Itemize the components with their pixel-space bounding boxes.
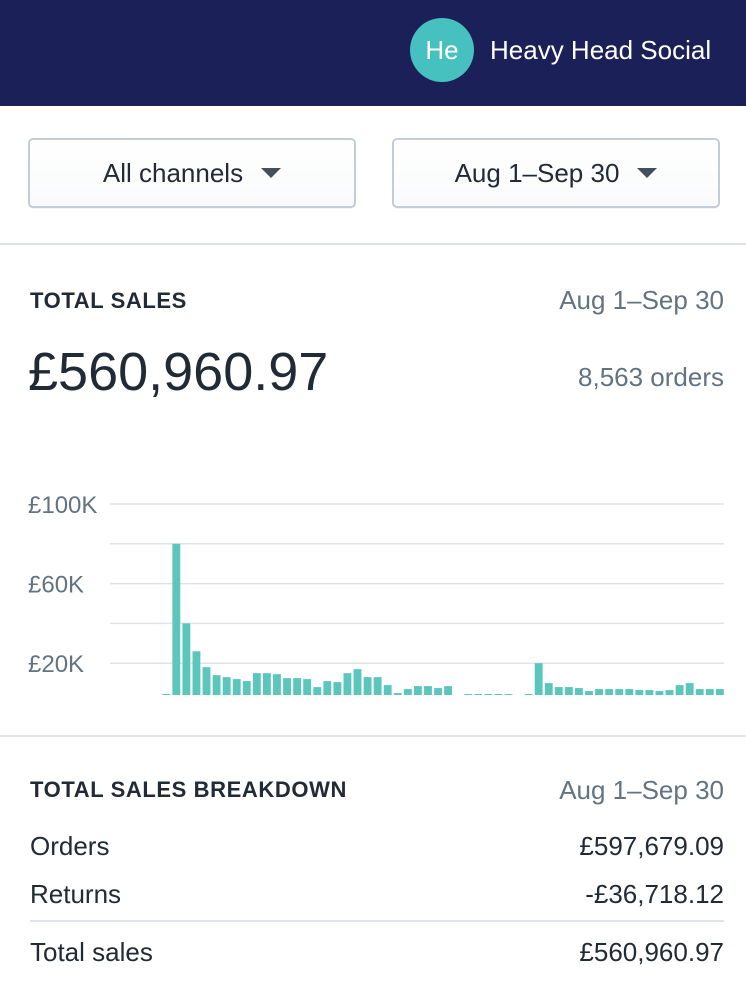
breakdown-range: Aug 1–Sep 30	[559, 775, 724, 805]
chart-bar	[645, 690, 654, 695]
chart-bar	[665, 690, 674, 695]
store-avatar[interactable]: He	[410, 18, 474, 82]
chart-bar	[383, 685, 392, 695]
chart-bar	[323, 681, 332, 695]
y-tick-label: £60K	[28, 572, 84, 599]
chart-bar	[273, 674, 281, 695]
chart-bar	[705, 689, 714, 695]
chart-bar	[293, 678, 302, 695]
breakdown-label: Total sales	[30, 937, 153, 967]
chart-bar	[524, 694, 533, 695]
chart-bar	[695, 689, 704, 695]
total-sales-card: TOTAL SALES Aug 1–Sep 30 £560,960.97 8,5…	[0, 245, 746, 737]
chart-bar	[393, 693, 402, 695]
chart-bar	[403, 689, 412, 695]
chart-bar	[262, 673, 271, 695]
chart-bar	[343, 673, 352, 695]
chart-bar	[585, 691, 593, 695]
chart-bar	[615, 689, 624, 695]
chart-bar	[534, 663, 543, 695]
chart-bar	[474, 694, 483, 695]
chart-bar	[575, 688, 583, 695]
filter-bar: All channels Aug 1–Sep 30	[0, 106, 746, 245]
chart-bar	[162, 694, 171, 695]
chart-bar	[564, 687, 573, 695]
chart-bar	[494, 694, 503, 695]
breakdown-row-returns: Returns -£36,718.12	[30, 879, 724, 910]
chart-bar	[283, 678, 291, 695]
y-tick-label: £20K	[28, 651, 84, 678]
channel-filter-button[interactable]: All channels	[28, 138, 356, 208]
chart-bar	[655, 691, 664, 695]
date-range-button[interactable]: Aug 1–Sep 30	[392, 138, 720, 208]
chart-bar	[685, 683, 694, 695]
store-name[interactable]: Heavy Head Social	[490, 35, 712, 65]
chart-bar	[605, 689, 614, 695]
chart-bar	[444, 686, 453, 695]
chart-bar	[353, 669, 362, 695]
date-range-label: Aug 1–Sep 30	[454, 157, 620, 188]
chart-bar	[464, 694, 473, 695]
caret-down-icon	[637, 168, 658, 178]
chart-bar	[202, 667, 211, 695]
chart-bar	[242, 681, 251, 695]
chart-bar	[363, 677, 372, 695]
chart-bar	[504, 694, 513, 695]
chart-bar	[222, 677, 231, 695]
chart-bar	[303, 679, 312, 695]
breakdown-label: Returns	[30, 879, 122, 909]
chart-bar	[675, 685, 684, 695]
chart-bar	[554, 687, 563, 695]
total-sales-heading: TOTAL SALES	[30, 288, 187, 313]
breakdown-heading: TOTAL SALES BREAKDOWN	[30, 777, 347, 802]
chart-bar	[424, 686, 432, 695]
orders-count: 8,563 orders	[578, 362, 724, 392]
breakdown-row-total: Total sales £560,960.97	[30, 937, 724, 968]
chart-bar	[182, 623, 191, 695]
sales-breakdown-card: TOTAL SALES BREAKDOWN Aug 1–Sep 30 Order…	[0, 737, 746, 992]
chart-bar	[373, 677, 382, 695]
chart-bar	[544, 683, 553, 695]
breakdown-value: £560,960.97	[579, 937, 724, 967]
breakdown-label: Orders	[30, 831, 110, 861]
caret-down-icon	[261, 168, 282, 178]
breakdown-row-orders: Orders £597,679.09	[30, 831, 724, 862]
channel-filter-label: All channels	[102, 157, 244, 188]
breakdown-value: £597,679.09	[579, 831, 724, 861]
sales-chart: £100K£60K£20KAug 1Aug 21Sep 10Sep 30	[28, 492, 724, 695]
chart-bar	[252, 673, 261, 695]
chart-bar	[635, 690, 644, 695]
chart-bar	[313, 687, 322, 695]
chart-bar	[434, 688, 442, 695]
chart-bar	[172, 543, 181, 695]
chart-bar	[625, 689, 634, 695]
total-sales-amount: £560,960.97	[28, 342, 329, 402]
chart-bar	[333, 682, 342, 695]
breakdown-divider	[30, 920, 724, 922]
chart-bar	[595, 689, 603, 695]
chart-bar	[192, 651, 201, 695]
top-bar: He Heavy Head Social	[0, 0, 746, 106]
breakdown-value: -£36,718.12	[585, 879, 724, 909]
chart-bar	[413, 686, 422, 695]
chart-bar	[232, 679, 241, 695]
chart-bar	[715, 689, 724, 695]
chart-bar	[212, 675, 221, 695]
chart-bar	[484, 694, 493, 695]
y-tick-label: £100K	[28, 492, 97, 519]
total-sales-range: Aug 1–Sep 30	[559, 285, 724, 315]
